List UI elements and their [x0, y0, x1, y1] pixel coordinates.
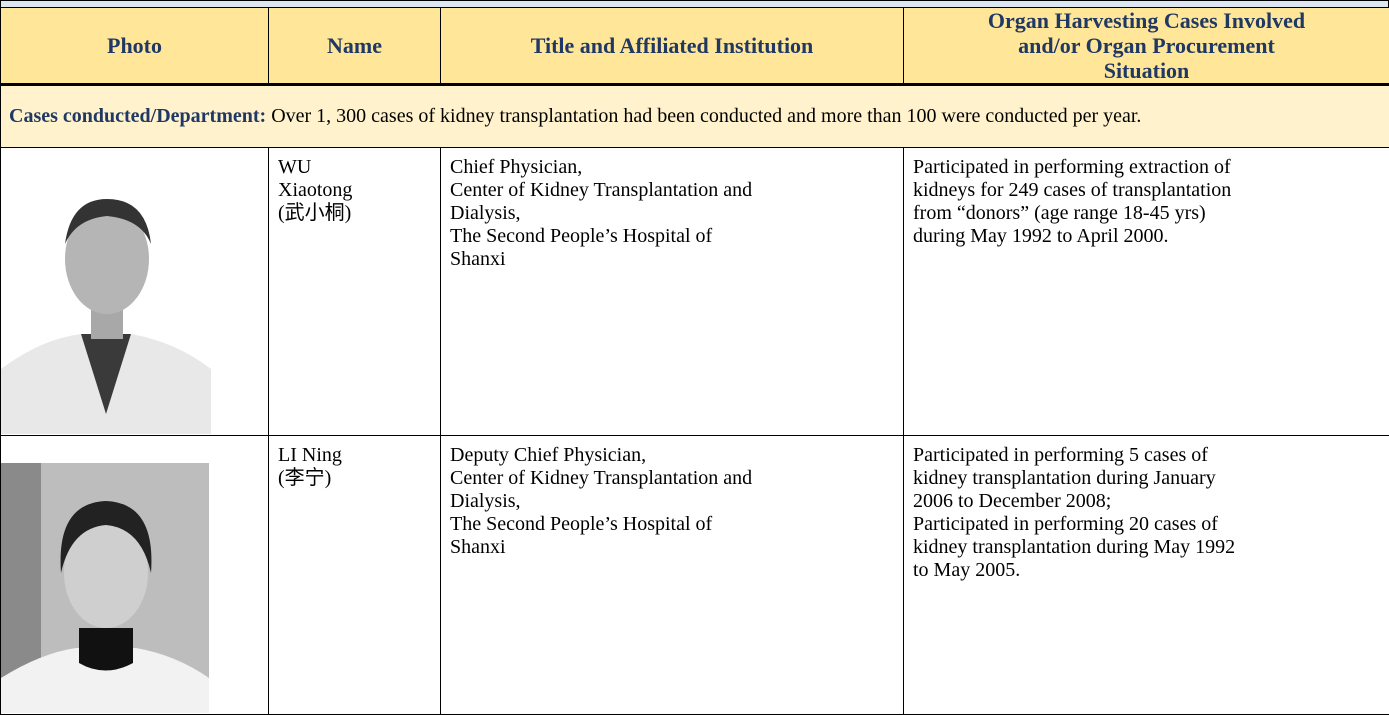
text-line: kidneys for 249 cases of transplantation — [913, 179, 1380, 202]
header-line: Organ Harvesting Cases Involved — [904, 8, 1389, 33]
title-line: Dialysis, — [450, 490, 894, 513]
title-cell: Chief Physician,Center of Kidney Transpl… — [441, 148, 904, 436]
collar — [79, 628, 133, 671]
title-line: Chief Physician, — [450, 156, 894, 179]
name-line: WU — [278, 156, 431, 179]
top-strip — [0, 0, 1389, 7]
text-line: Participated in performing extraction of — [913, 156, 1380, 179]
photo — [1, 154, 211, 434]
title-line: The Second People’s Hospital of — [450, 225, 894, 248]
header-cell: Photo — [1, 8, 269, 85]
text-line: kidney transplantation during January — [913, 467, 1380, 490]
text-line: Participated in performing 5 cases of — [913, 444, 1380, 467]
title-line: Shanxi — [450, 536, 894, 559]
cases-cell: Cases conducted/Department: Over 1, 300 … — [1, 85, 1389, 148]
title-line: Center of Kidney Transplantation and — [450, 467, 894, 490]
title-line: Dialysis, — [450, 202, 894, 225]
name-line: (武小桐) — [278, 202, 431, 225]
name-cell: LI Ning(李宁) — [269, 436, 441, 715]
photo-cell — [1, 148, 269, 436]
name-line: LI Ning — [278, 444, 431, 467]
text-line: from “donors” (age range 18-45 yrs) — [913, 202, 1380, 225]
header-cell: Title and Affiliated Institution — [441, 8, 904, 85]
title-line: Deputy Chief Physician, — [450, 444, 894, 467]
table: Photo Name Title and Affiliated Institut… — [0, 7, 1389, 715]
cases-involved-cell: Participated in performing extraction of… — [904, 148, 1389, 436]
title-cell: Deputy Chief Physician,Center of Kidney … — [441, 436, 904, 715]
cases-label: Cases conducted/Department: — [9, 105, 266, 127]
title-line: Shanxi — [450, 248, 894, 271]
photo — [1, 463, 209, 713]
text-line: during May 1992 to April 2000. — [913, 225, 1380, 248]
text-line: kidney transplantation during May 1992 — [913, 536, 1380, 559]
cases-text: Over 1, 300 cases of kidney transplantat… — [271, 105, 1141, 127]
title-line: The Second People’s Hospital of — [450, 513, 894, 536]
text-line: Participated in performing 20 cases of — [913, 513, 1380, 536]
photo-cell — [1, 436, 269, 715]
name-line: Xiaotong — [278, 179, 431, 202]
header-line: and/or Organ Procurement — [904, 33, 1389, 58]
text-line: 2006 to December 2008; — [913, 490, 1380, 513]
name-line: (李宁) — [278, 467, 431, 490]
header-line: Situation — [904, 58, 1389, 83]
header-cell: Name — [269, 8, 441, 85]
title-line: Center of Kidney Transplantation and — [450, 179, 894, 202]
text-line: to May 2005. — [913, 559, 1380, 582]
